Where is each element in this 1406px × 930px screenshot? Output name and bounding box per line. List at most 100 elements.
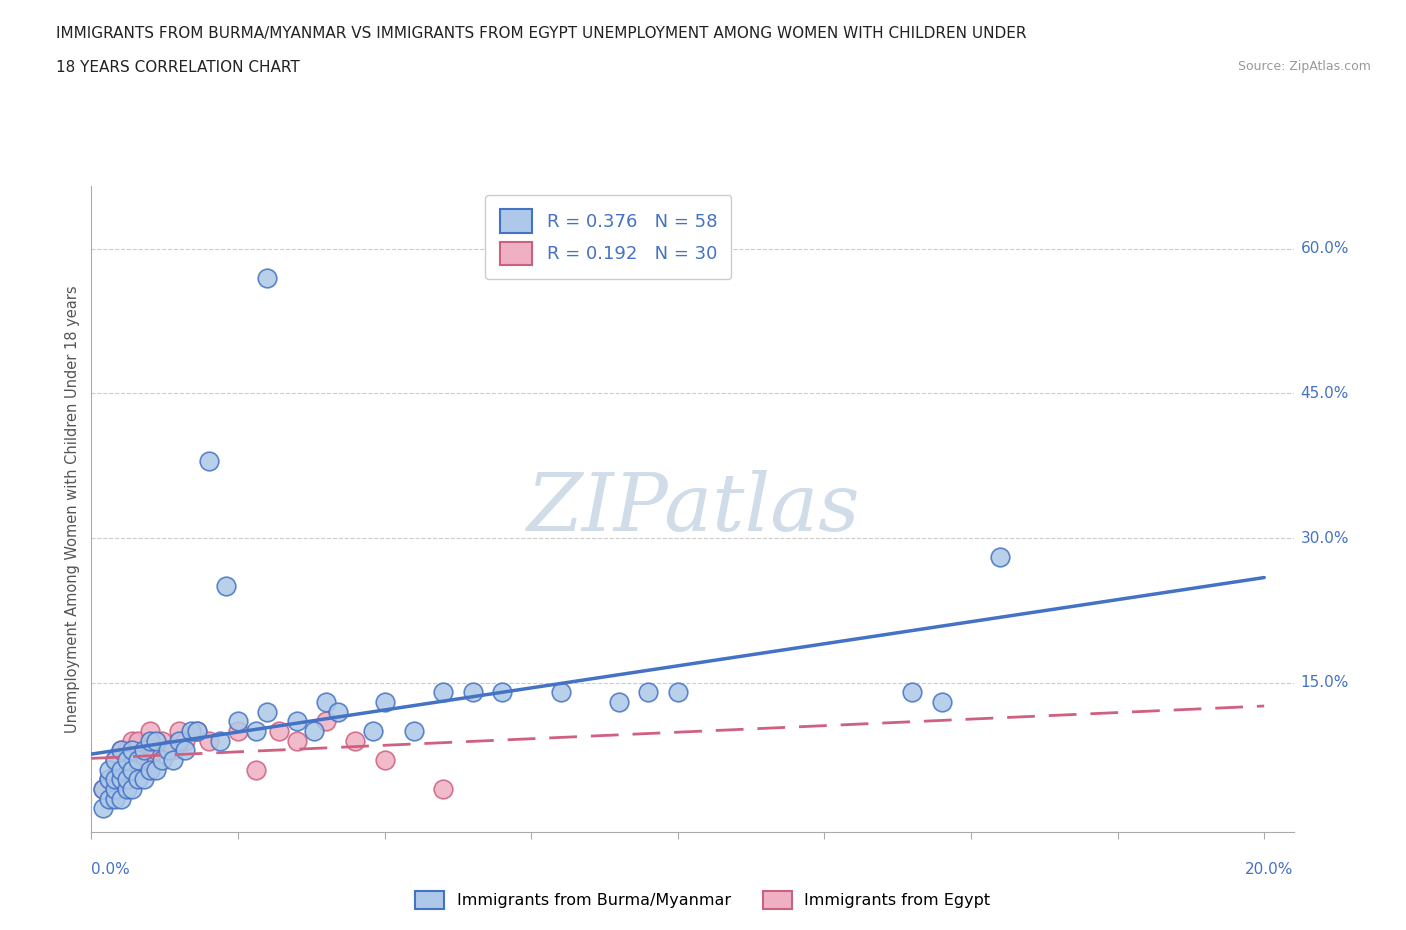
Point xyxy=(361,724,384,738)
Point xyxy=(104,781,127,796)
Point xyxy=(121,763,143,777)
Text: 15.0%: 15.0% xyxy=(1301,675,1348,690)
Point xyxy=(115,772,138,787)
Text: 0.0%: 0.0% xyxy=(91,862,131,877)
Point xyxy=(197,454,219,469)
Point xyxy=(226,724,249,738)
Point xyxy=(139,763,162,777)
Point xyxy=(139,752,162,767)
Point xyxy=(134,752,156,767)
Point xyxy=(402,724,425,738)
Point xyxy=(344,733,367,748)
Point xyxy=(607,695,630,710)
Point xyxy=(91,781,114,796)
Point xyxy=(256,704,278,719)
Point xyxy=(104,752,127,767)
Point xyxy=(110,791,132,806)
Point xyxy=(110,743,132,758)
Point xyxy=(121,781,143,796)
Point xyxy=(186,724,208,738)
Point xyxy=(326,704,349,719)
Point xyxy=(127,733,149,748)
Legend: Immigrants from Burma/Myanmar, Immigrants from Egypt: Immigrants from Burma/Myanmar, Immigrant… xyxy=(408,883,998,917)
Point xyxy=(245,763,267,777)
Point xyxy=(215,578,238,593)
Point xyxy=(91,781,114,796)
Point xyxy=(110,763,132,777)
Point xyxy=(98,772,121,787)
Point xyxy=(432,781,454,796)
Point xyxy=(666,685,689,700)
Point xyxy=(134,743,156,758)
Point xyxy=(285,714,308,729)
Point xyxy=(150,733,173,748)
Point xyxy=(302,724,325,738)
Point xyxy=(145,763,167,777)
Point xyxy=(145,733,167,748)
Point xyxy=(98,791,121,806)
Text: ZIPatlas: ZIPatlas xyxy=(526,471,859,548)
Point xyxy=(134,772,156,787)
Point xyxy=(209,733,232,748)
Point xyxy=(180,724,202,738)
Point xyxy=(374,752,396,767)
Point xyxy=(491,685,513,700)
Point xyxy=(374,695,396,710)
Point xyxy=(432,685,454,700)
Point xyxy=(226,714,249,729)
Text: Source: ZipAtlas.com: Source: ZipAtlas.com xyxy=(1237,60,1371,73)
Point xyxy=(139,733,162,748)
Point xyxy=(174,733,197,748)
Point xyxy=(127,752,149,767)
Point xyxy=(988,550,1011,565)
Point xyxy=(174,743,197,758)
Point xyxy=(156,743,179,758)
Text: 30.0%: 30.0% xyxy=(1301,531,1348,546)
Point xyxy=(315,714,337,729)
Point xyxy=(110,772,132,787)
Point xyxy=(104,772,127,787)
Point xyxy=(145,743,167,758)
Point xyxy=(115,772,138,787)
Point xyxy=(115,752,138,767)
Point xyxy=(256,271,278,286)
Point xyxy=(162,752,184,767)
Point xyxy=(150,752,173,767)
Point xyxy=(461,685,484,700)
Point xyxy=(186,724,208,738)
Point xyxy=(245,724,267,738)
Point xyxy=(267,724,290,738)
Point xyxy=(901,685,924,700)
Text: IMMIGRANTS FROM BURMA/MYANMAR VS IMMIGRANTS FROM EGYPT UNEMPLOYMENT AMONG WOMEN : IMMIGRANTS FROM BURMA/MYANMAR VS IMMIGRA… xyxy=(56,26,1026,41)
Point xyxy=(162,743,184,758)
Point xyxy=(91,801,114,816)
Point xyxy=(98,772,121,787)
Point xyxy=(104,781,127,796)
Point xyxy=(110,743,132,758)
Point xyxy=(115,743,138,758)
Point xyxy=(127,763,149,777)
Point xyxy=(169,733,191,748)
Y-axis label: Unemployment Among Women with Children Under 18 years: Unemployment Among Women with Children U… xyxy=(65,286,80,733)
Point xyxy=(110,772,132,787)
Text: 18 YEARS CORRELATION CHART: 18 YEARS CORRELATION CHART xyxy=(56,60,299,75)
Point xyxy=(931,695,953,710)
Point xyxy=(98,763,121,777)
Point xyxy=(127,772,149,787)
Point xyxy=(121,733,143,748)
Point xyxy=(115,781,138,796)
Text: 60.0%: 60.0% xyxy=(1301,241,1348,256)
Point xyxy=(104,791,127,806)
Point xyxy=(139,724,162,738)
Legend: R = 0.376   N = 58, R = 0.192   N = 30: R = 0.376 N = 58, R = 0.192 N = 30 xyxy=(485,195,731,279)
Point xyxy=(169,724,191,738)
Point xyxy=(550,685,572,700)
Point xyxy=(285,733,308,748)
Point xyxy=(197,733,219,748)
Point xyxy=(637,685,659,700)
Point xyxy=(121,743,143,758)
Text: 20.0%: 20.0% xyxy=(1246,862,1294,877)
Point xyxy=(121,763,143,777)
Point xyxy=(315,695,337,710)
Text: 45.0%: 45.0% xyxy=(1301,386,1348,401)
